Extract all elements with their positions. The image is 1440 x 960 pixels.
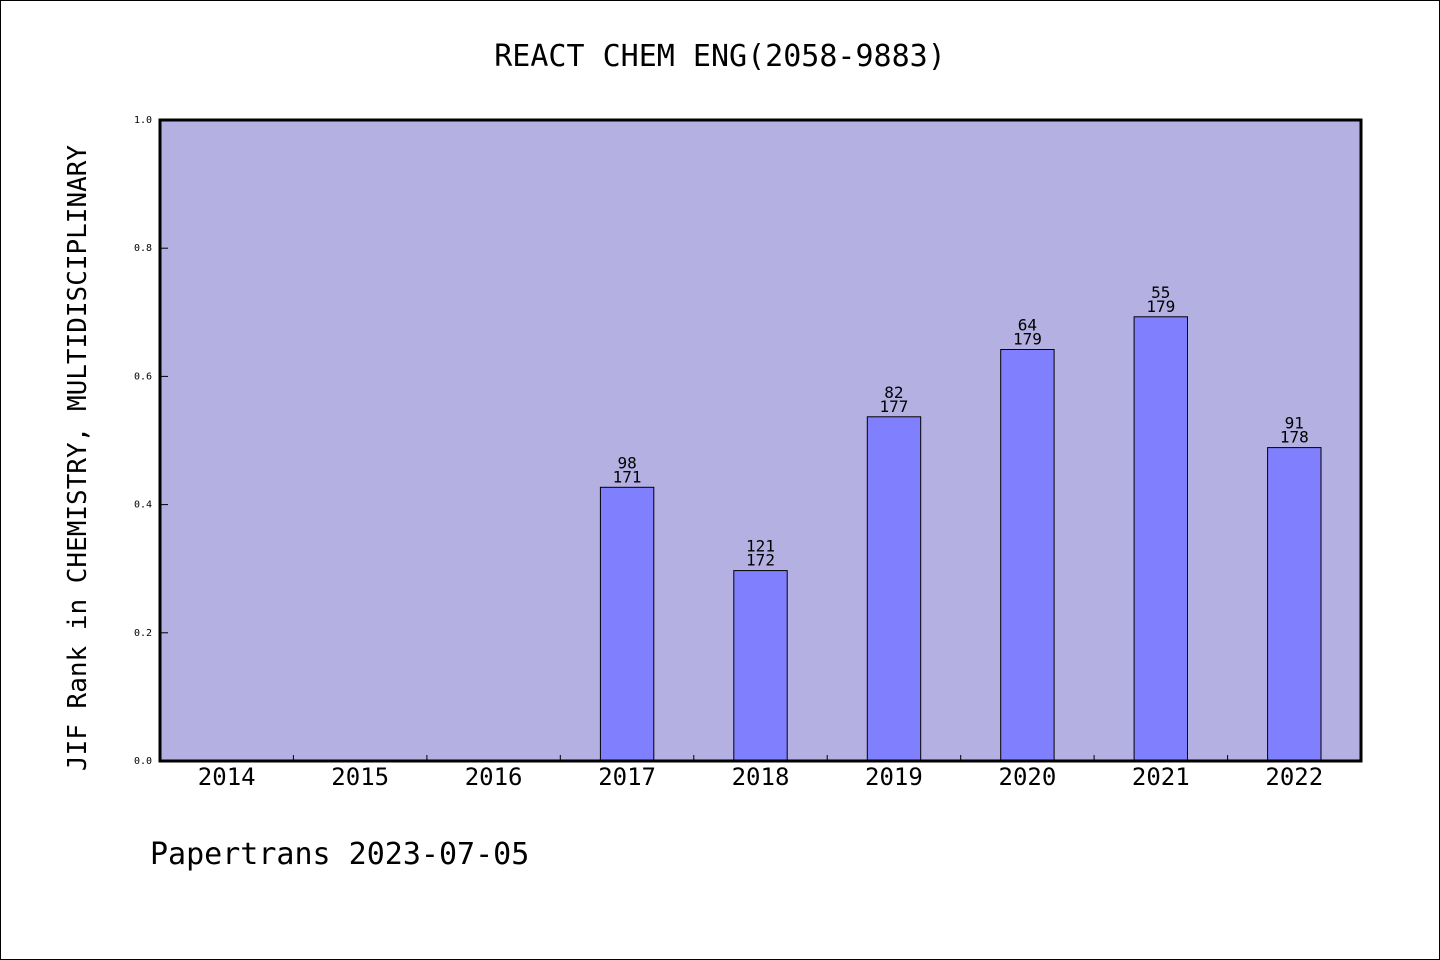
bars-group [599,316,1322,762]
y-tick-label-0.2: 0.2 [134,628,152,639]
bar-total-label-2017: 171 [613,467,642,486]
bar-rank-label-2017: 98 [617,453,636,472]
bar-total-label-2021: 179 [1146,297,1175,316]
bar-rank-label-2021: 55 [1151,283,1170,302]
bar-total-label-2018: 172 [746,551,775,570]
bar-rank-label-2022: 91 [1285,414,1304,433]
x-tick-label-2020: 2020 [999,763,1057,791]
x-axis-ticks: 2014 2015 2016 2017 2018 2019 2020 2021 2022 [198,755,1323,791]
bar-2017 [599,486,655,762]
bar-2019 [866,416,922,762]
y-axis-label: JIF Rank in CHEMISTRY, MULTIDISCIPLINARY [63,145,93,771]
x-tick-label-2022: 2022 [1265,763,1323,791]
bar-2020 [1000,349,1055,762]
x-tick-label-2016: 2016 [465,763,523,791]
bar-total-label-2020: 179 [1013,330,1042,349]
x-tick-label-2019: 2019 [865,763,923,791]
bar-rank-label-2020: 64 [1018,316,1037,335]
y-tick-label-1.0: 1.0 [134,115,152,126]
x-tick-label-2021: 2021 [1132,763,1190,791]
x-tick-label-2014: 2014 [198,763,256,791]
bar-total-label-2019: 177 [879,397,908,416]
bar-rank-label-2019: 82 [884,383,903,402]
chart-title: REACT CHEM ENG(2058-9883) [494,39,946,74]
y-tick-label-0.6: 0.6 [134,371,152,382]
plot-border [158,118,1363,763]
bar-2021 [1133,316,1188,762]
y-tick-label-0.4: 0.4 [134,500,152,511]
bar-rank-label-2018: 121 [746,537,775,556]
bar-total-label-2022: 178 [1280,428,1309,447]
x-tick-label-2018: 2018 [732,763,790,791]
bar-2018 [733,570,788,762]
bar-2022 [1267,447,1322,762]
footer-source-date: Papertrans 2023-07-05 [150,837,529,872]
y-tick-label-0.0: 0.0 [134,756,152,767]
y-tick-label-0.8: 0.8 [134,243,152,254]
x-tick-label-2017: 2017 [598,763,656,791]
x-tick-label-2015: 2015 [331,763,389,791]
